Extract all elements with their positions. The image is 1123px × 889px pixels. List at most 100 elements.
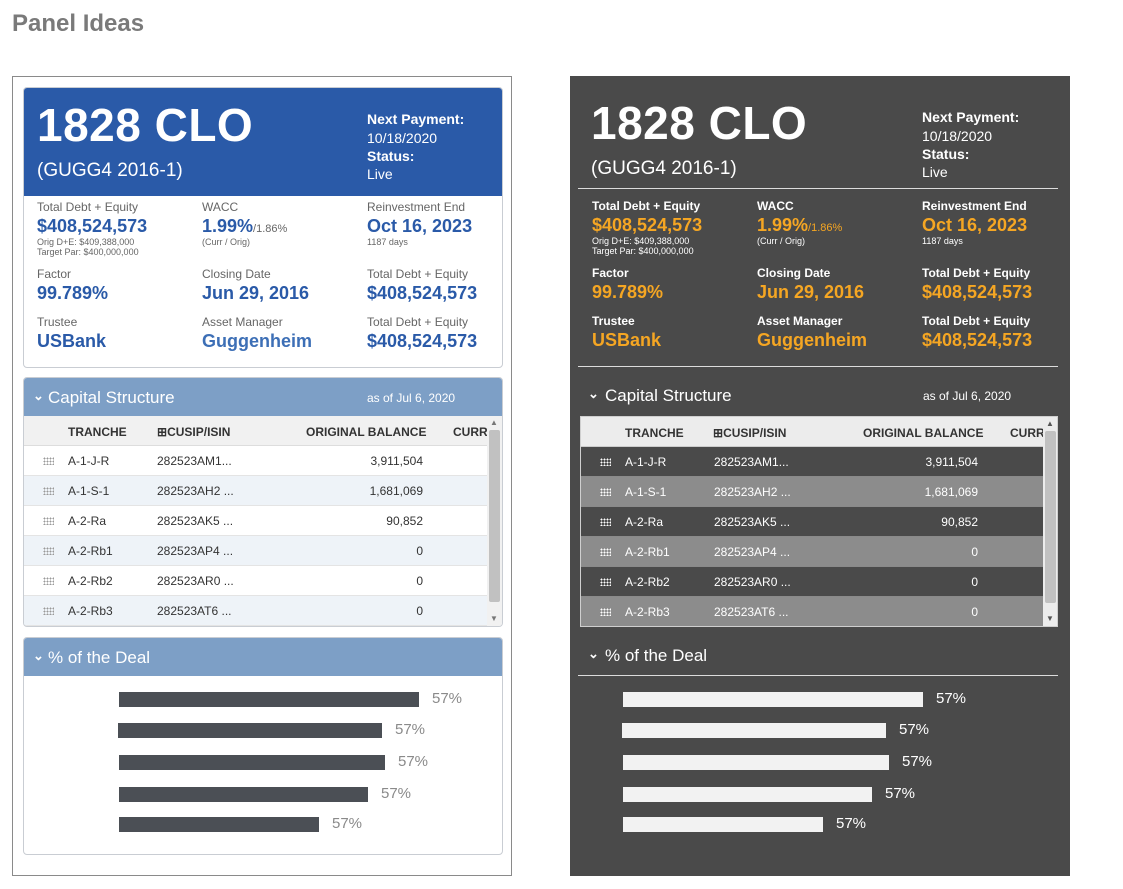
metric-closing-date: Closing Date Jun 29, 2016: [202, 267, 309, 304]
cell-balance: 1,681,069: [924, 485, 978, 499]
metric-value: $408,524,573: [592, 215, 703, 235]
as-of-date: as of Jul 6, 2020: [923, 389, 1012, 403]
deal-bar: [623, 817, 823, 832]
drag-grip-icon[interactable]: [43, 517, 54, 525]
metric-total-debt: Total Debt + Equity $408,524,573 Orig D+…: [37, 200, 147, 257]
vertical-scrollbar[interactable]: ▲ ▼: [487, 416, 502, 626]
percent-of-deal-panel: ⌄ % of the Deal 57% 57% 57% 57% 57%: [23, 637, 503, 855]
drag-grip-icon[interactable]: [43, 577, 54, 585]
cell-tranche: A-2-Rb3: [68, 604, 113, 618]
deal-bar-label: 57%: [902, 753, 933, 770]
chevron-down-icon[interactable]: ⌄: [588, 646, 599, 661]
scroll-up-icon[interactable]: ▲: [490, 418, 498, 427]
table-row[interactable]: A-2-Rb1 282523AP4 ... 0: [581, 537, 1057, 567]
wacc-current: 1.99%: [202, 216, 254, 236]
table-row[interactable]: A-1-S-1 282523AH2 ... 1,681,069: [581, 477, 1057, 507]
table-row[interactable]: A-2-Rb2 282523AR0 ... 0: [24, 566, 502, 596]
drag-grip-icon[interactable]: [600, 578, 611, 586]
table-row[interactable]: A-1-J-R 282523AM1... 3,911,504: [581, 447, 1057, 477]
col-curr[interactable]: CURR: [453, 425, 488, 439]
metric-value: 1.99%/1.86%: [202, 216, 287, 237]
metric-trustee: Trustee USBank: [592, 314, 661, 351]
percent-of-deal-header[interactable]: ⌄ % of the Deal: [578, 636, 1058, 676]
deal-bar-label: 57%: [936, 690, 967, 707]
table-row[interactable]: A-2-Rb2 282523AR0 ... 0: [581, 567, 1057, 597]
deal-bar: [623, 755, 889, 770]
grid-header: TRANCHE ⊞CUSIP/ISIN ORIGINAL BALANCE CUR…: [24, 416, 502, 446]
metric-label: Total Debt + Equity: [922, 314, 1031, 328]
vertical-scrollbar[interactable]: ▲ ▼: [1043, 417, 1057, 626]
metric-wacc: WACC 1.99%/1.86% (Curr / Orig): [202, 200, 287, 247]
col-cusip[interactable]: ⊞CUSIP/ISIN: [157, 425, 230, 439]
expand-plus-icon[interactable]: ⊞: [157, 425, 168, 439]
drag-grip-icon[interactable]: [43, 607, 54, 615]
chevron-down-icon[interactable]: ⌄: [588, 386, 599, 401]
table-row[interactable]: A-1-J-R 282523AM1... 3,911,504: [24, 446, 502, 476]
metric-value: Oct 16, 2023: [367, 216, 473, 236]
drag-grip-icon[interactable]: [600, 548, 611, 556]
metric-trustee: Trustee USBank: [37, 315, 106, 352]
scroll-thumb[interactable]: [1045, 431, 1056, 603]
metric-value: Jun 29, 2016: [202, 283, 310, 303]
metric-sub: Target Par: $400,000,000: [592, 246, 694, 256]
col-cusip-label: CUSIP/ISIN: [167, 425, 231, 439]
deal-bar-label: 57%: [332, 815, 363, 832]
metric-value: 99.789%: [592, 282, 664, 302]
table-row[interactable]: A-2-Rb3 282523AT6 ... 0: [581, 597, 1057, 626]
drag-grip-icon[interactable]: [600, 488, 611, 496]
scroll-up-icon[interactable]: ▲: [1046, 419, 1054, 428]
drag-grip-icon[interactable]: [43, 487, 54, 495]
table-row[interactable]: A-2-Ra 282523AK5 ... 90,852: [24, 506, 502, 536]
col-cusip[interactable]: ⊞CUSIP/ISIN: [713, 426, 786, 440]
cell-tranche: A-2-Rb1: [68, 544, 113, 558]
expand-plus-icon[interactable]: ⊞: [713, 426, 724, 440]
metric-reinvestment-end: Reinvestment End Oct 16, 2023 1187 days: [922, 199, 1027, 246]
cell-tranche: A-2-Rb3: [625, 605, 670, 619]
capital-structure-header[interactable]: ⌄ Capital Structure as of Jul 6, 2020: [578, 376, 1058, 414]
deal-bar: [118, 723, 382, 738]
chevron-down-icon[interactable]: ⌄: [33, 388, 44, 403]
table-row[interactable]: A-1-S-1 282523AH2 ... 1,681,069: [24, 476, 502, 506]
scroll-thumb[interactable]: [489, 430, 500, 602]
cell-balance: 3,911,504: [370, 454, 424, 468]
capital-structure-header[interactable]: ⌄ Capital Structure as of Jul 6, 2020: [24, 378, 502, 416]
drag-grip-icon[interactable]: [43, 457, 54, 465]
metric-label: Total Debt + Equity: [922, 266, 1031, 280]
metric-label: Total Debt + Equity: [367, 267, 469, 281]
table-row[interactable]: A-2-Ra 282523AK5 ... 90,852: [581, 507, 1057, 537]
col-original-balance[interactable]: ORIGINAL BALANCE: [306, 425, 427, 439]
metric-factor: Factor 99.789%: [592, 266, 663, 303]
cell-cusip: 282523AM1...: [157, 454, 232, 468]
metric-label: WACC: [202, 200, 239, 214]
drag-grip-icon[interactable]: [600, 458, 611, 466]
col-curr[interactable]: CURR: [1010, 426, 1045, 440]
cell-cusip: 282523AM1...: [714, 455, 789, 469]
deal-bar-label: 57%: [885, 785, 916, 802]
deal-code: (GUGG4 2016-1): [37, 160, 183, 181]
col-original-balance[interactable]: ORIGINAL BALANCE: [863, 426, 984, 440]
drag-grip-icon[interactable]: [600, 518, 611, 526]
drag-grip-icon[interactable]: [43, 547, 54, 555]
cell-cusip: 282523AK5 ...: [714, 515, 791, 529]
scroll-down-icon[interactable]: ▼: [1046, 614, 1054, 623]
metric-value: $408,524,573: [367, 331, 478, 351]
tranche-grid: TRANCHE ⊞CUSIP/ISIN ORIGINAL BALANCE CUR…: [24, 416, 502, 626]
chevron-down-icon[interactable]: ⌄: [33, 648, 44, 663]
deal-bar: [119, 787, 368, 802]
cell-balance: 3,911,504: [925, 455, 979, 469]
deal-bar: [623, 692, 923, 707]
metric-value: Guggenheim: [202, 331, 313, 351]
page-title: Panel Ideas: [12, 10, 145, 37]
deal-bar-label: 57%: [395, 721, 426, 738]
table-row[interactable]: A-2-Rb1 282523AP4 ... 0: [24, 536, 502, 566]
percent-of-deal-title: % of the Deal: [605, 646, 708, 665]
cell-balance: 0: [971, 605, 978, 619]
metric-sub: Target Par: $400,000,000: [37, 247, 139, 257]
drag-grip-icon[interactable]: [600, 608, 611, 616]
col-tranche[interactable]: TRANCHE: [625, 426, 684, 440]
percent-of-deal-header[interactable]: ⌄ % of the Deal: [24, 638, 502, 676]
scroll-down-icon[interactable]: ▼: [490, 614, 498, 623]
table-row[interactable]: A-2-Rb3 282523AT6 ... 0: [24, 596, 502, 626]
cell-tranche: A-2-Ra: [625, 515, 664, 529]
col-tranche[interactable]: TRANCHE: [68, 425, 127, 439]
